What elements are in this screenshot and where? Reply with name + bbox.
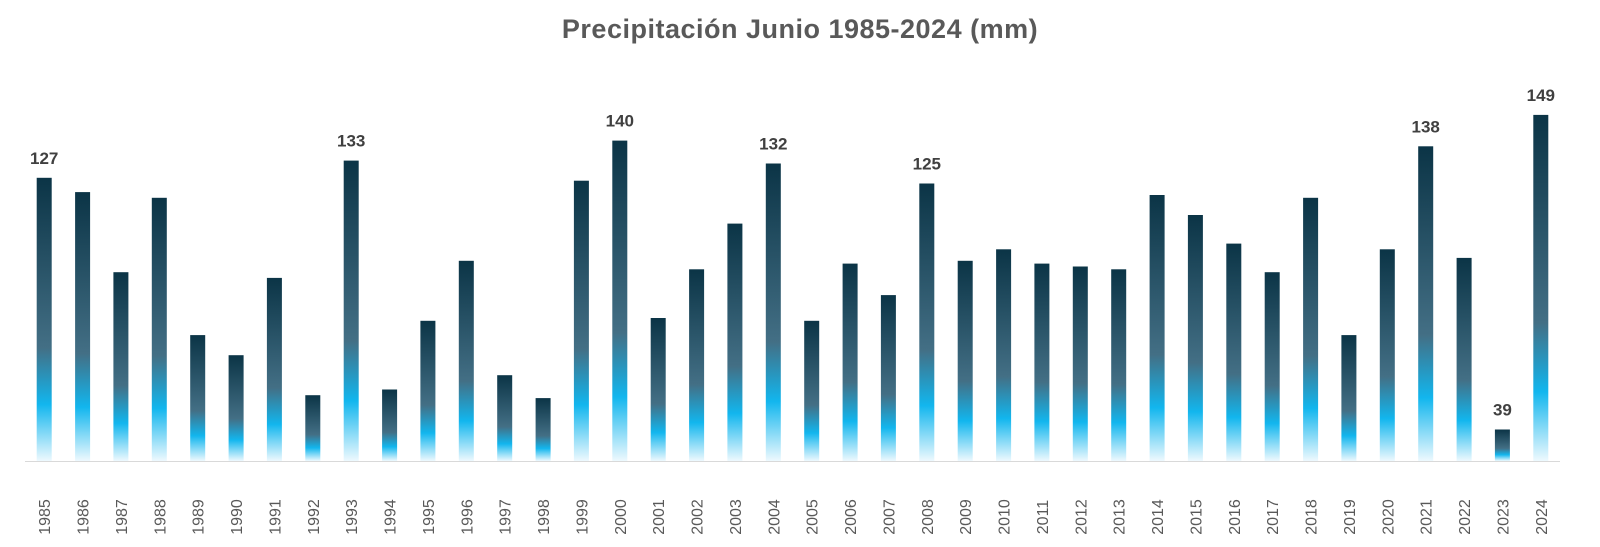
bar-2022: [1456, 257, 1472, 461]
x-tick-label: 2015: [1188, 499, 1205, 535]
bar-2018: [1303, 197, 1319, 462]
bar-2013: [1111, 269, 1127, 461]
x-tick-label: 2004: [766, 499, 783, 535]
x-tick-label: 1998: [536, 499, 553, 535]
x-tick-label: 1989: [191, 499, 208, 535]
x-tick-label: 2005: [805, 499, 822, 535]
bar-1993: [343, 160, 359, 461]
x-tick-label: 2001: [651, 499, 668, 535]
x-tick-label: 1995: [421, 499, 438, 535]
bar-1990: [228, 355, 244, 461]
bar-1997: [497, 375, 513, 461]
bar-1988: [151, 197, 167, 462]
bar-2019: [1341, 335, 1357, 461]
bar-1992: [305, 395, 321, 461]
x-tick-label: 1990: [229, 499, 246, 535]
bar-1985: [36, 177, 52, 462]
bar-2004: [765, 163, 781, 461]
data-label-2023: 39: [1493, 401, 1512, 420]
x-tick-label: 2009: [958, 499, 975, 535]
bar-2014: [1149, 195, 1165, 461]
bar-2001: [650, 318, 666, 461]
data-label-2024: 149: [1527, 86, 1555, 105]
bar-2006: [842, 263, 858, 461]
bar-2003: [727, 223, 743, 461]
x-tick-label: 2008: [920, 499, 937, 535]
x-tick-label: 2003: [728, 499, 745, 535]
bar-2008: [919, 183, 935, 461]
bar-1991: [266, 277, 282, 461]
x-tick-label: 2012: [1073, 499, 1090, 535]
x-tick-label: 2018: [1304, 499, 1321, 535]
x-tick-label: 1988: [152, 499, 169, 535]
x-tick-label: 2017: [1265, 499, 1282, 535]
x-tick-label: 1992: [306, 499, 323, 535]
bar-2009: [957, 260, 973, 461]
bar-2024: [1533, 114, 1549, 462]
bar-2012: [1072, 266, 1088, 461]
bar-2007: [880, 295, 896, 461]
x-tick-label: 2000: [613, 499, 630, 535]
x-tick-label: 2021: [1419, 499, 1436, 535]
data-label-1993: 133: [337, 132, 365, 151]
bar-2002: [689, 269, 705, 461]
bar-2015: [1187, 215, 1203, 461]
bar-2020: [1379, 249, 1395, 461]
bar-2010: [996, 249, 1012, 461]
bar-1998: [535, 398, 551, 461]
bar-2011: [1034, 263, 1050, 461]
x-tick-label: 2019: [1342, 499, 1359, 535]
x-tick-label: 1996: [459, 499, 476, 535]
x-tick-label: 1994: [383, 499, 400, 535]
bar-1989: [190, 335, 206, 461]
x-tick-label: 1991: [267, 499, 284, 535]
data-label-2008: 125: [913, 155, 941, 174]
x-tick-label: 2016: [1227, 499, 1244, 535]
bar-2000: [612, 140, 628, 461]
bar-2021: [1418, 146, 1434, 462]
x-tick-label: 2002: [690, 499, 707, 535]
bar-2016: [1226, 243, 1242, 461]
bar-1987: [113, 272, 129, 461]
bar-2023: [1494, 429, 1510, 461]
bar-1996: [458, 260, 474, 461]
x-tick-label: 2007: [881, 499, 898, 535]
bar-2005: [804, 320, 820, 461]
data-label-2004: 132: [759, 135, 787, 154]
chart-title: Precipitación Junio 1985-2024 (mm): [561, 14, 1039, 44]
x-tick-label: 2020: [1380, 499, 1397, 535]
x-tick-label: 2013: [1112, 499, 1129, 535]
x-tick-label: 1993: [344, 499, 361, 535]
data-label-2000: 140: [606, 112, 634, 131]
x-tick-label: 2006: [843, 499, 860, 535]
data-label-2021: 138: [1412, 117, 1440, 136]
x-tick-label: 2022: [1457, 499, 1474, 535]
x-tick-label: 2024: [1534, 499, 1551, 535]
x-tick-label: 1987: [114, 499, 131, 535]
x-tick-label: 2014: [1150, 499, 1167, 535]
data-label-1985: 127: [30, 149, 58, 168]
x-tick-label: 2023: [1495, 499, 1512, 535]
x-tick-label: 1985: [37, 499, 54, 535]
bar-1986: [75, 192, 91, 461]
x-tick-label: 2010: [997, 499, 1014, 535]
bar-1994: [382, 389, 398, 461]
x-tick-label: 1999: [574, 499, 591, 535]
bar-2017: [1264, 272, 1280, 461]
x-tick-label: 2011: [1035, 500, 1052, 535]
bar-1999: [573, 180, 589, 461]
x-tick-label: 1986: [76, 499, 93, 535]
bar-1995: [420, 320, 436, 461]
x-tick-label: 1997: [498, 499, 515, 535]
